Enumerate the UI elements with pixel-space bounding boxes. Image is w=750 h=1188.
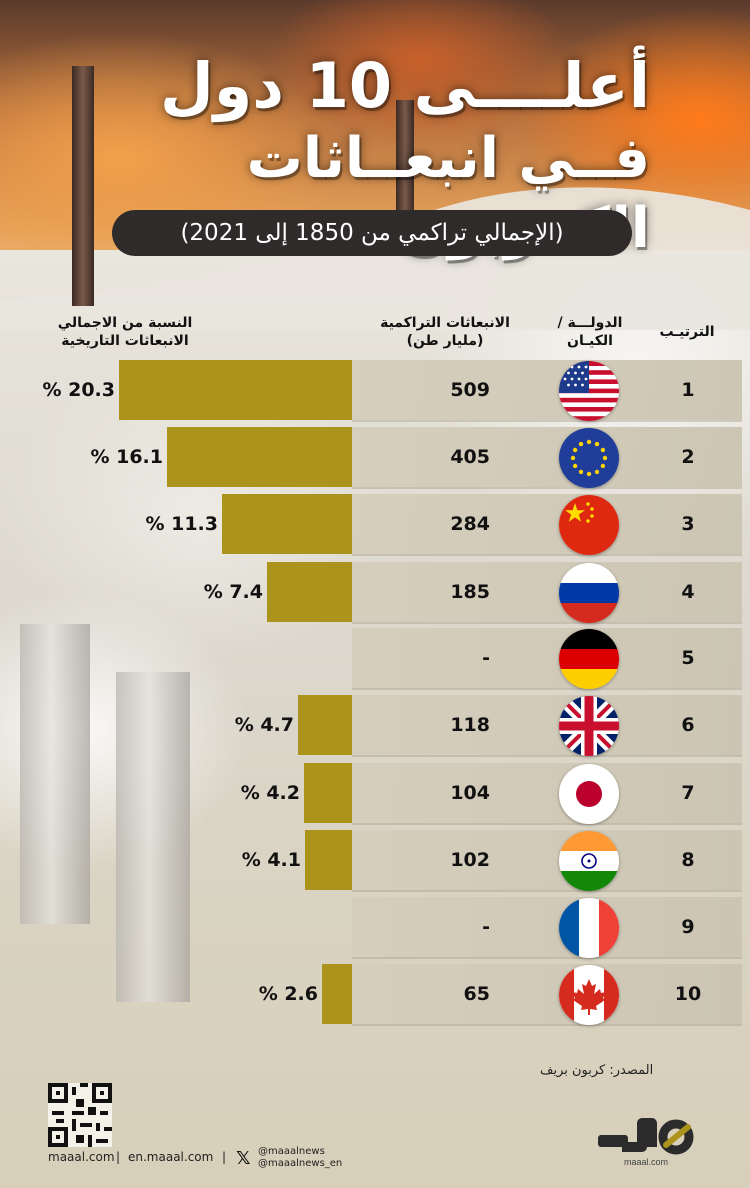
table-row: % 20.3 509 1 — [0, 360, 750, 421]
handle-1[interactable]: @maaalnews — [258, 1146, 325, 1157]
rank-number: 8 — [681, 849, 695, 871]
row-band — [352, 494, 742, 554]
header-emissions: الانبعاثات التراكمية (مليار طن) — [360, 314, 530, 350]
canada-flag-icon — [559, 965, 619, 1025]
header-country: الدولـــة / الكيـان — [540, 314, 640, 350]
row-band — [352, 830, 742, 890]
footer-site-2[interactable]: en.maaal.com — [128, 1150, 214, 1164]
row-band — [352, 360, 742, 420]
emissions-value: - — [482, 916, 490, 938]
smokestack-left — [72, 66, 94, 306]
share-bar — [322, 964, 352, 1024]
germany-flag-icon — [559, 629, 619, 689]
table-row: % 4.7 118 6 — [0, 695, 750, 756]
india-flag-icon — [559, 831, 619, 891]
japan-flag-icon — [559, 764, 619, 824]
x-logo-icon[interactable]: 𝕏 — [236, 1148, 251, 1169]
header-share-line-2: الانبعاثات التاريخية — [61, 333, 189, 349]
row-band — [352, 695, 742, 755]
eu-flag-icon — [559, 428, 619, 488]
subtitle-pill: (الإجمالي تراكمي من 1850 إلى 2021) — [112, 210, 632, 256]
smokestack-right — [396, 100, 414, 210]
row-band — [352, 964, 742, 1024]
emissions-value: 405 — [450, 446, 490, 468]
rank-number: 5 — [681, 647, 695, 669]
russia-flag-icon — [559, 563, 619, 623]
header-country-line-2: الكيـان — [567, 333, 613, 349]
share-bar — [305, 830, 352, 890]
share-label: % 4.1 — [241, 849, 301, 871]
header-rank: الترتيـب — [648, 323, 726, 341]
share-bar — [167, 427, 352, 487]
header-share: النسبة من الاجمالي الانبعاثات التاريخية — [30, 314, 220, 350]
source-note: المصدر: كربون بريف — [540, 1063, 654, 1078]
emissions-value: 509 — [450, 379, 490, 401]
uk-flag-icon — [559, 696, 619, 756]
rank-number: 9 — [681, 916, 695, 938]
share-label: % 16.1 — [90, 446, 163, 468]
cooling-tower-right — [116, 672, 190, 1002]
share-label: % 4.2 — [240, 782, 300, 804]
share-bar — [304, 763, 352, 823]
china-flag-icon — [559, 495, 619, 555]
emissions-value: 65 — [463, 983, 490, 1005]
emissions-value: 284 — [450, 513, 490, 535]
emissions-value: 185 — [450, 581, 490, 603]
svg-text:maaal.com: maaal.com — [624, 1157, 668, 1167]
table-row: % 7.4 185 4 — [0, 562, 750, 623]
emissions-value: 118 — [450, 714, 490, 736]
handle-2[interactable]: @maaalnews_en — [258, 1158, 343, 1169]
share-bar — [298, 695, 352, 755]
title-line-1: أعلــــى 10 دول — [159, 49, 650, 122]
header-emissions-line-1: الانبعاثات التراكمية — [380, 315, 510, 331]
maaal-logo-icon: maaal.com — [598, 1118, 694, 1167]
cooling-tower-left — [20, 624, 90, 924]
emissions-value: 102 — [450, 849, 490, 871]
social-handles[interactable]: @maaalnews @maaalnews_en — [258, 1146, 342, 1170]
share-label: % 11.3 — [145, 513, 218, 535]
header-share-line-1: النسبة من الاجمالي — [57, 315, 193, 331]
share-bar — [267, 562, 352, 622]
rank-number: 4 — [681, 581, 695, 603]
share-label: % 2.6 — [258, 983, 318, 1005]
table-row: % 16.1 405 2 — [0, 427, 750, 488]
rank-number: 2 — [681, 446, 695, 468]
row-band — [352, 628, 742, 688]
rank-number: 3 — [681, 513, 695, 535]
footer-separator-1: | — [116, 1150, 121, 1164]
table-row: % 4.1 102 8 — [0, 830, 750, 891]
row-band — [352, 562, 742, 622]
share-label: % 4.7 — [234, 714, 294, 736]
emissions-value: - — [482, 647, 490, 669]
footer-separator-2: | — [222, 1150, 227, 1164]
footer-site-1[interactable]: maaal.com — [48, 1150, 115, 1164]
rank-number: 10 — [674, 983, 702, 1005]
header-country-line-1: الدولـــة / — [557, 315, 623, 331]
france-flag-icon — [559, 898, 619, 958]
rank-number: 7 — [681, 782, 695, 804]
header-emissions-line-2: (مليار طن) — [406, 333, 484, 349]
share-bar — [222, 494, 352, 554]
share-bar — [119, 360, 352, 420]
table-row: % 2.6 65 10 — [0, 964, 750, 1025]
table-row: -5 — [0, 628, 750, 689]
header-rank-label: الترتيـب — [659, 324, 715, 340]
table-row: % 4.2 104 7 — [0, 763, 750, 824]
row-band — [352, 763, 742, 823]
qr-code-icon[interactable] — [48, 1083, 112, 1147]
row-band — [352, 897, 742, 957]
share-label: % 7.4 — [203, 581, 263, 603]
us-flag-icon — [559, 361, 619, 421]
rank-number: 6 — [681, 714, 695, 736]
table-row: % 11.3 284 3 — [0, 494, 750, 555]
table-row: -9 — [0, 897, 750, 958]
share-label: % 20.3 — [42, 379, 115, 401]
row-band — [352, 427, 742, 487]
rank-number: 1 — [681, 379, 695, 401]
emissions-value: 104 — [450, 782, 490, 804]
